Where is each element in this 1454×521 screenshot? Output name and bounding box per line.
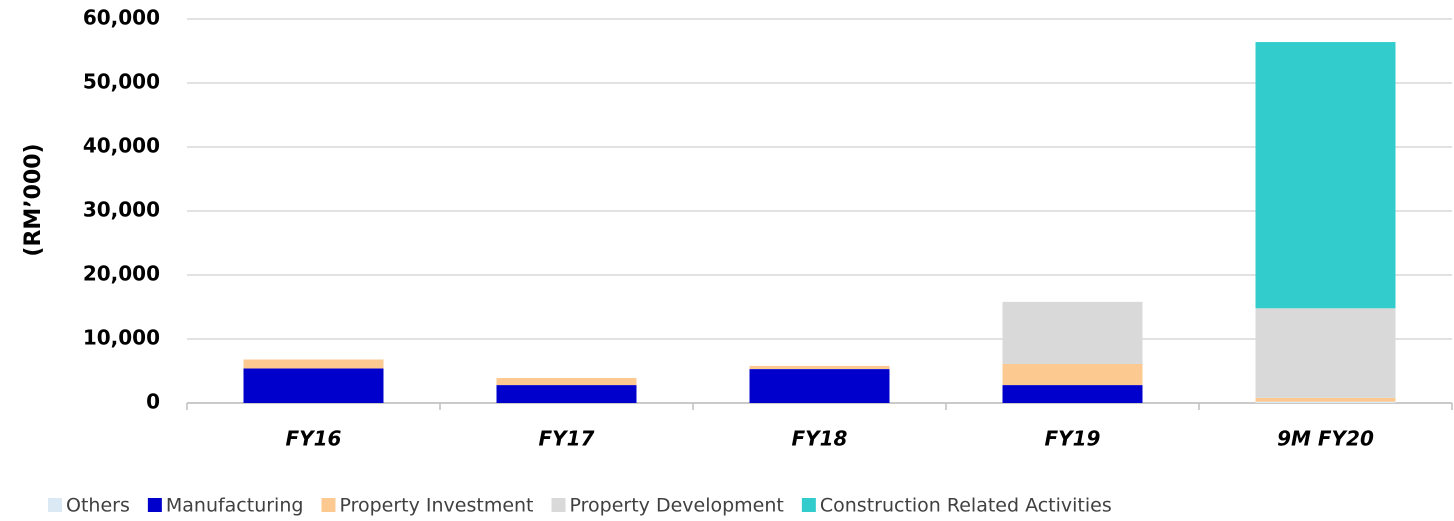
legend-label: Construction Related Activities bbox=[820, 495, 1112, 517]
bar-segment bbox=[1255, 42, 1396, 309]
y-tick-label: 40,000 bbox=[83, 134, 160, 158]
legend-swatch bbox=[321, 498, 336, 512]
bar-segment bbox=[1002, 385, 1143, 403]
y-tick-label: 10,000 bbox=[83, 326, 160, 350]
bar-segment bbox=[749, 369, 890, 403]
legend-swatch bbox=[551, 498, 566, 512]
x-tick-label: FY17 bbox=[539, 427, 595, 451]
bar-segment bbox=[496, 378, 637, 386]
x-tick-label: FY19 bbox=[1045, 427, 1101, 451]
legend-label: Property Development bbox=[570, 495, 784, 517]
bar-segment bbox=[749, 365, 890, 370]
bar-segment bbox=[496, 385, 637, 403]
bar-segment bbox=[1255, 401, 1396, 403]
bar-segment bbox=[1255, 308, 1396, 398]
y-axis-label: (RM’000) bbox=[21, 143, 46, 256]
y-tick-label: 60,000 bbox=[83, 6, 160, 30]
legend-swatch bbox=[147, 498, 162, 512]
legend-label: Property Investment bbox=[339, 495, 533, 517]
y-tick-label: 50,000 bbox=[83, 70, 160, 94]
legend-label: Others bbox=[66, 495, 130, 517]
x-tick-label: FY18 bbox=[792, 427, 848, 451]
bar-segment bbox=[1002, 301, 1143, 364]
y-tick-label: 20,000 bbox=[83, 262, 160, 286]
bar-segment bbox=[243, 368, 384, 403]
legend-swatch bbox=[48, 498, 62, 512]
x-tick-label: FY16 bbox=[286, 427, 342, 451]
x-tick-label: 9M FY20 bbox=[1277, 427, 1374, 451]
bar-segment bbox=[1255, 397, 1396, 402]
y-tick-label: 30,000 bbox=[83, 198, 160, 222]
legend-label: Manufacturing bbox=[166, 495, 304, 517]
bar-segment bbox=[1002, 363, 1143, 386]
bar-segment bbox=[243, 359, 384, 369]
legend-swatch bbox=[801, 498, 816, 512]
y-tick-label: 0 bbox=[146, 390, 160, 414]
